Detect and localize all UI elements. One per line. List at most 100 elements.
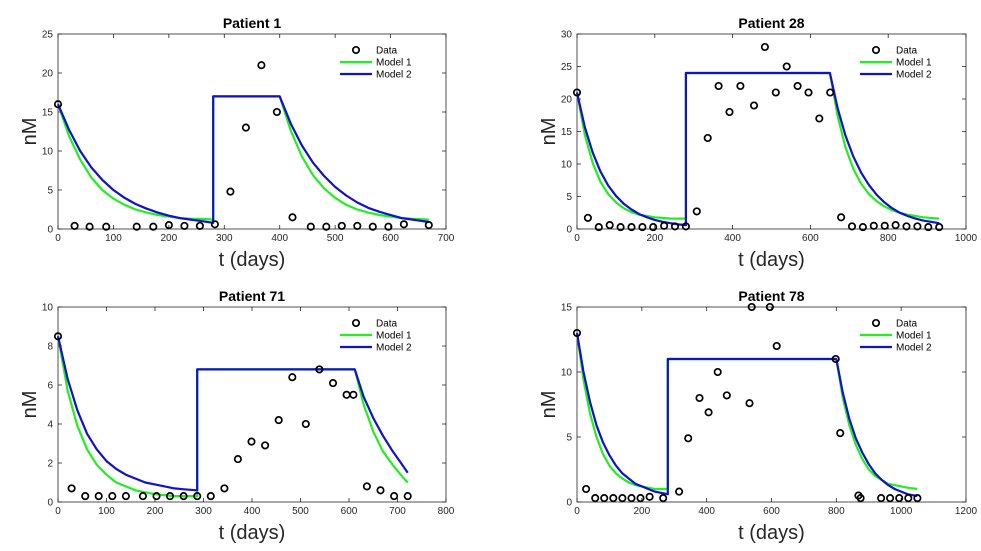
- data-point: [605, 221, 614, 230]
- y-tick-label: 6: [47, 381, 53, 392]
- data-point: [600, 494, 609, 503]
- data-point: [609, 494, 618, 503]
- x-tick-label: 0: [55, 506, 61, 517]
- legend-label: Model 2: [896, 343, 932, 354]
- data-point: [368, 222, 377, 231]
- legend-label: Data: [376, 319, 398, 330]
- y-axis-label: nM: [19, 118, 41, 146]
- y-tick-label: 10: [42, 147, 54, 158]
- data-point: [261, 441, 270, 450]
- data-point: [765, 302, 774, 312]
- data-point: [179, 492, 188, 501]
- data-point: [836, 429, 845, 438]
- legend-label: Data: [376, 46, 398, 57]
- y-axis-label: nM: [538, 118, 560, 146]
- data-point: [306, 222, 315, 231]
- legend-label: Data: [896, 319, 918, 330]
- data-point: [210, 220, 219, 229]
- data-point: [81, 492, 90, 501]
- data-point: [713, 367, 722, 377]
- data-point: [384, 222, 393, 231]
- data-point: [164, 221, 173, 230]
- x-tick-label: 200: [633, 506, 650, 517]
- data-point: [149, 222, 158, 231]
- data-point: [53, 332, 63, 341]
- data-point: [322, 222, 331, 231]
- data-point: [594, 223, 603, 232]
- y-tick-label: 25: [42, 30, 54, 41]
- data-point: [206, 492, 215, 501]
- data-point: [924, 223, 933, 232]
- chart-title: Patient 78: [738, 288, 804, 304]
- series-line-model-2: [575, 332, 918, 498]
- data-point: [180, 221, 189, 230]
- series-line-model-2: [575, 71, 940, 227]
- chart-title: Patient 28: [738, 15, 804, 31]
- y-tick-label: 10: [42, 303, 54, 314]
- data-point: [102, 222, 111, 231]
- data-point: [747, 302, 756, 312]
- x-tick-label: 200: [147, 506, 164, 517]
- data-point: [583, 213, 592, 222]
- x-tick-label: 0: [574, 233, 580, 244]
- y-tick-label: 25: [561, 62, 573, 73]
- legend-marker-data: [351, 318, 361, 328]
- y-tick-label: 15: [42, 108, 54, 119]
- x-tick-label: 0: [574, 506, 580, 517]
- data-point: [121, 492, 130, 501]
- data-point: [695, 393, 704, 403]
- data-point: [660, 221, 669, 230]
- data-point: [880, 221, 889, 230]
- data-point: [288, 213, 297, 222]
- data-point: [771, 88, 780, 97]
- data-point: [895, 494, 904, 503]
- data-point: [85, 222, 94, 231]
- data-point: [53, 100, 63, 109]
- data-point: [636, 494, 645, 503]
- y-tick-label: 2: [47, 459, 53, 470]
- data-point: [760, 42, 769, 52]
- data-point: [399, 220, 408, 229]
- data-point: [793, 81, 802, 91]
- series-line-model-2: [56, 95, 429, 224]
- data-point: [659, 494, 668, 503]
- chart-panel-2: 0 200 400 600 800 1000 0 5 10 15 20 25 30 Patient 28 t…: [538, 15, 978, 271]
- y-tick-label: 20: [561, 95, 573, 106]
- x-tick-label: 300: [195, 506, 212, 517]
- data-point: [772, 341, 781, 351]
- x-tick-label: 300: [216, 233, 233, 244]
- legend-label: Model 1: [896, 58, 932, 69]
- data-point: [877, 494, 886, 503]
- data-point: [362, 482, 371, 491]
- legend-marker-data: [871, 318, 881, 328]
- data-point: [132, 222, 141, 231]
- data-point: [353, 221, 362, 230]
- plot-area: [576, 306, 967, 503]
- y-tick-label: 0: [47, 498, 53, 509]
- data-point: [847, 222, 857, 231]
- y-tick-label: 0: [566, 498, 572, 509]
- data-point: [94, 492, 103, 501]
- data-point: [815, 114, 824, 123]
- data-point: [913, 494, 922, 503]
- y-tick-label: 4: [47, 420, 53, 431]
- x-axis-label: t (days): [738, 522, 805, 544]
- data-point: [288, 373, 297, 382]
- y-tick-label: 8: [47, 342, 53, 353]
- data-point: [70, 221, 79, 230]
- data-point: [257, 61, 266, 70]
- x-tick-label: 0: [55, 233, 61, 244]
- data-point: [220, 484, 229, 493]
- x-tick-label: 600: [763, 506, 780, 517]
- data-point: [714, 81, 723, 91]
- x-tick-label: 800: [438, 506, 455, 517]
- y-tick-label: 30: [561, 30, 573, 41]
- chart-title: Patient 71: [219, 288, 285, 304]
- data-point: [692, 207, 701, 216]
- data-point: [390, 492, 399, 501]
- x-tick-label: 700: [389, 506, 406, 517]
- data-point: [247, 437, 256, 446]
- data-point: [649, 223, 658, 232]
